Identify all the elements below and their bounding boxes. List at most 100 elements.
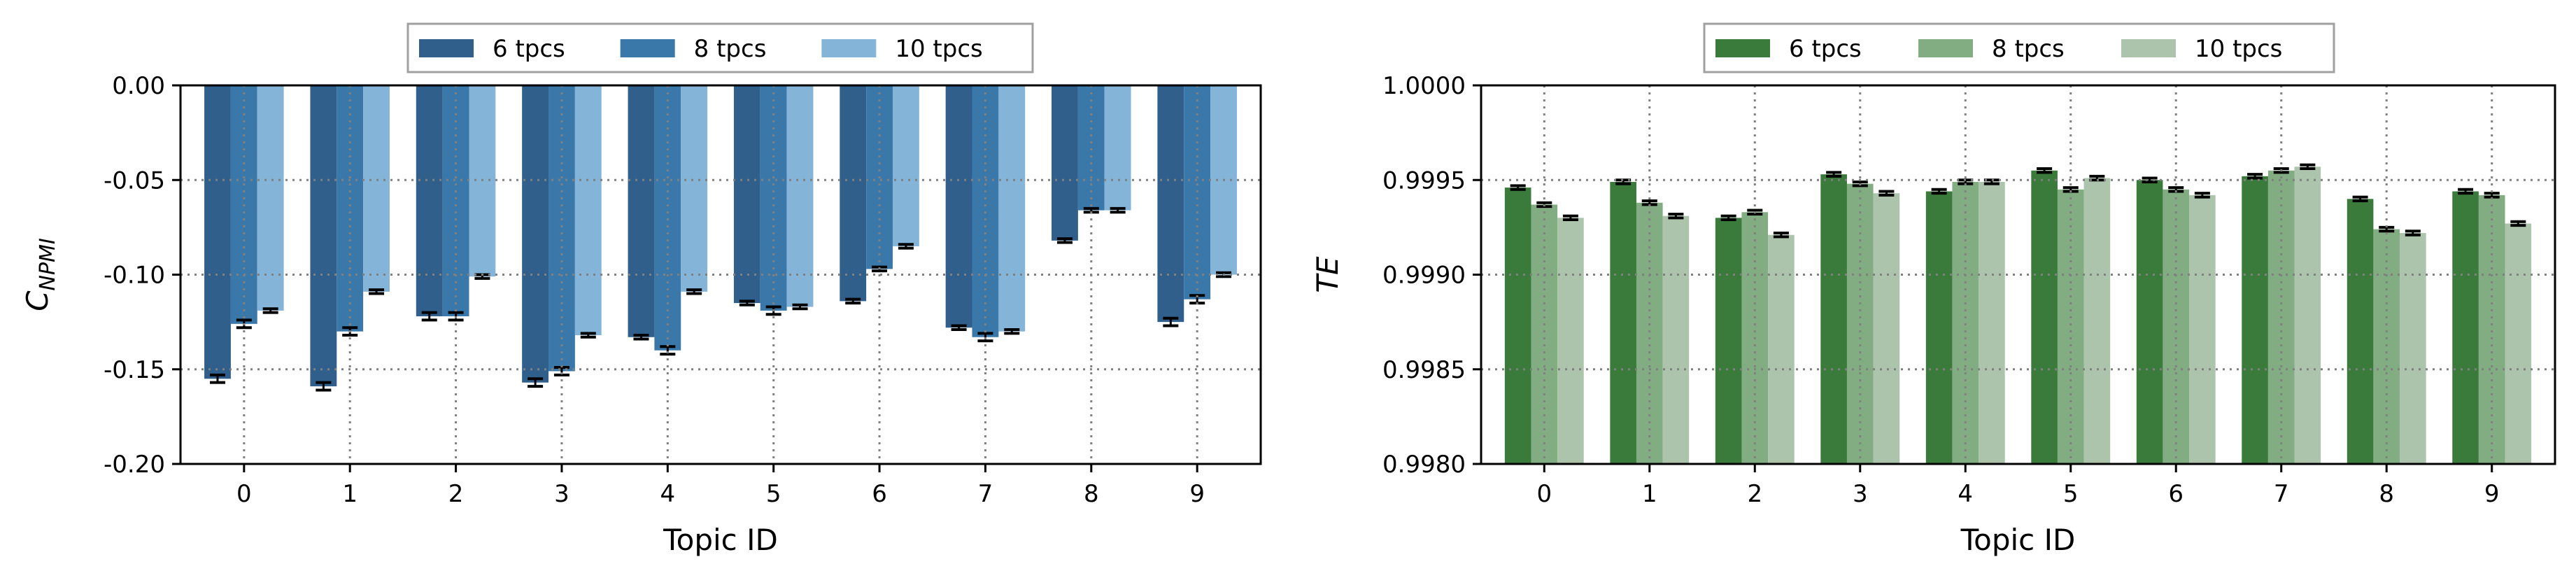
legend-label: 6 tpcs xyxy=(1789,35,1862,63)
charts-root: 0.00 -0.05 -0.10 -0.15 -0.20 0 1 2 3 4 5 6 7 8 9 Topic … xyxy=(20,22,2556,557)
bar-6-tpcs-topic-1 xyxy=(310,85,337,387)
y-tick-label: -0.20 xyxy=(104,451,165,479)
y-tick-label: 0.9990 xyxy=(1382,262,1466,290)
bar-8-tpcs-topic-7 xyxy=(972,85,999,337)
bar-8-tpcs-topic-4 xyxy=(1952,181,1979,464)
x-tick-label: 0 xyxy=(1536,480,1552,508)
bar-8-tpcs-topic-1 xyxy=(1636,202,1663,464)
bar-10-tpcs-topic-5 xyxy=(2083,178,2111,465)
legend-frame xyxy=(1703,22,2335,73)
bar-6-tpcs-topic-0 xyxy=(1504,188,1531,464)
x-tick-label: 6 xyxy=(2168,480,2184,508)
x-tick-label: 1 xyxy=(1642,480,1657,508)
y-axis-label: TE xyxy=(1310,256,1345,293)
bar-6-tpcs-topic-9 xyxy=(2452,191,2479,464)
legend-label: 8 tpcs xyxy=(1992,35,2065,63)
bar-10-tpcs-topic-1 xyxy=(363,85,390,292)
bar-6-tpcs-topic-5 xyxy=(2031,170,2058,464)
bar-10-tpcs-topic-7 xyxy=(998,85,1026,332)
bar-6-tpcs-topic-3 xyxy=(522,85,549,383)
bar-10-tpcs-topic-1 xyxy=(1662,216,1690,464)
bar-6-tpcs-topic-8 xyxy=(1052,85,1078,241)
y-tick-label: -0.15 xyxy=(104,356,165,384)
x-tick-label: 7 xyxy=(978,480,993,508)
x-tick-label: 7 xyxy=(2274,480,2289,508)
legend-label: 6 tpcs xyxy=(493,35,565,63)
legend: 6 tpcs 8 tpcs 10 tpcs xyxy=(406,22,1034,73)
legend-label: 10 tpcs xyxy=(895,35,982,63)
bar-10-tpcs-topic-7 xyxy=(2294,167,2321,464)
y-axis-label-main: C xyxy=(20,290,55,311)
chart-1: 0.00 -0.05 -0.10 -0.15 -0.20 0 1 2 3 4 5 6 7 8 9 Topic … xyxy=(20,22,1262,557)
legend-label: 8 tpcs xyxy=(694,35,767,63)
legend-swatch-8-tpcs xyxy=(1918,39,1973,57)
x-tick-label: 5 xyxy=(2063,480,2079,508)
x-tick-label: 0 xyxy=(236,480,252,508)
bar-10-tpcs-topic-0 xyxy=(1557,218,1584,464)
bar-10-tpcs-topic-3 xyxy=(1873,193,1900,464)
bar-6-tpcs-topic-4 xyxy=(1925,191,1953,464)
y-tick-label: 0.00 xyxy=(112,72,165,100)
bar-8-tpcs-topic-5 xyxy=(2057,189,2084,464)
x-tick-label: 3 xyxy=(1853,480,1868,508)
legend: 6 tpcs 8 tpcs 10 tpcs xyxy=(1703,22,2335,73)
bar-8-tpcs-topic-8 xyxy=(1077,85,1105,211)
bar-8-tpcs-topic-1 xyxy=(337,85,364,332)
legend-frame xyxy=(406,22,1034,73)
bar-10-tpcs-topic-8 xyxy=(2400,232,2426,464)
y-tick-label: 0.9995 xyxy=(1382,167,1466,195)
bar-8-tpcs-topic-9 xyxy=(2478,195,2505,464)
legend-label: 10 tpcs xyxy=(2195,35,2282,63)
x-tick-label: 2 xyxy=(448,480,464,508)
bar-6-tpcs-topic-6 xyxy=(840,85,867,302)
bar-10-tpcs-topic-6 xyxy=(2189,195,2216,464)
y-tick-label: 0.9980 xyxy=(1382,451,1466,479)
bar-6-tpcs-topic-3 xyxy=(1820,174,1847,464)
y-axis-label: CNPMI xyxy=(20,238,60,311)
x-tick-label: 1 xyxy=(342,480,358,508)
chart-2: 1.0000 0.9995 0.9990 0.9985 0.9980 0 1 2 3 4 5 6 7 8 9… xyxy=(1310,22,2556,557)
x-tick-label: 3 xyxy=(554,480,569,508)
x-axis-label: Topic ID xyxy=(1960,523,2076,557)
bar-8-tpcs-topic-4 xyxy=(654,85,681,351)
bar-10-tpcs-topic-4 xyxy=(1979,181,2005,464)
x-tick-label: 4 xyxy=(1958,480,1973,508)
y-axis-label-main: TE xyxy=(1310,256,1345,293)
bar-6-tpcs-topic-9 xyxy=(1157,85,1184,323)
bar-6-tpcs-topic-2 xyxy=(416,85,443,317)
bar-10-tpcs-topic-0 xyxy=(257,85,284,311)
bar-10-tpcs-topic-9 xyxy=(2505,223,2532,464)
bar-6-tpcs-topic-2 xyxy=(1715,218,1742,464)
bar-10-tpcs-topic-2 xyxy=(1768,234,1795,464)
bar-6-tpcs-topic-4 xyxy=(628,85,655,337)
x-tick-label: 6 xyxy=(872,480,887,508)
x-tick-label: 4 xyxy=(660,480,675,508)
x-tick-label: 8 xyxy=(1084,480,1099,508)
bar-10-tpcs-topic-8 xyxy=(1104,85,1131,211)
bar-6-tpcs-topic-5 xyxy=(733,85,760,304)
x-tick-label: 9 xyxy=(2484,480,2500,508)
x-axis-label: Topic ID xyxy=(663,523,778,557)
bar-8-tpcs-topic-0 xyxy=(1531,204,1558,464)
bar-6-tpcs-topic-7 xyxy=(2242,176,2268,464)
bar-10-tpcs-topic-6 xyxy=(892,85,919,246)
bar-6-tpcs-topic-7 xyxy=(945,85,972,328)
bar-10-tpcs-topic-3 xyxy=(574,85,602,336)
bar-10-tpcs-topic-5 xyxy=(786,85,814,307)
y-tick-label: -0.10 xyxy=(104,262,165,290)
x-tick-label: 8 xyxy=(2379,480,2394,508)
y-axis-label-subscript: NPMI xyxy=(36,238,60,290)
legend-swatch-10-tpcs xyxy=(821,39,877,57)
bar-8-tpcs-topic-6 xyxy=(2163,189,2190,464)
x-tick-label: 5 xyxy=(766,480,781,508)
bar-8-tpcs-topic-2 xyxy=(442,85,469,317)
y-tick-label: 0.9985 xyxy=(1382,356,1466,384)
bar-6-tpcs-topic-8 xyxy=(2347,199,2374,464)
bar-10-tpcs-topic-4 xyxy=(681,85,708,292)
legend-swatch-10-tpcs xyxy=(2121,39,2176,57)
y-tick-label: 1.0000 xyxy=(1382,72,1466,100)
legend-swatch-6-tpcs xyxy=(419,39,474,57)
y-tick-label: -0.05 xyxy=(104,167,165,195)
bar-6-tpcs-topic-6 xyxy=(2136,180,2163,464)
